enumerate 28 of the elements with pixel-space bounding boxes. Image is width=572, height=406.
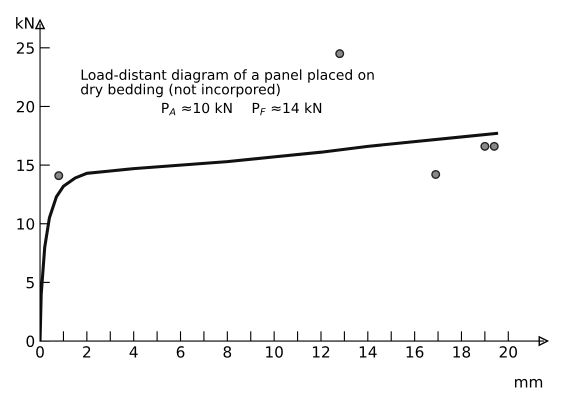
y-tick-label: 25 [16,42,34,54]
x-tick-label: 18 [453,346,470,358]
x-tick-label: 0 [36,346,44,358]
y-tick-label: 15 [17,160,34,172]
x-tick-label: 10 [266,346,283,358]
x-tick-label: 4 [130,346,138,358]
point [431,170,440,179]
x-tick-label: 14 [360,346,377,358]
x-tick-label: 6 [176,346,184,358]
point [54,171,64,180]
point [335,49,344,58]
x-tick-label: 2 [83,346,90,358]
annotation: Load-distant diagram of a panel placed on dry bedding (not incorpored) [81,69,374,98]
x-axis-title: mm [515,378,542,388]
point [480,142,490,151]
annotation: P$_{F}$ ≈14 kN [252,102,322,116]
annotation: P$_{A}$ ≈10 kN [162,102,232,116]
y-tick-label: 0 [26,336,34,348]
line-series [40,132,498,342]
y-tick-label: 5 [26,277,34,288]
x-tick-label: 20 [500,346,517,358]
x-tick-label: 16 [406,346,424,358]
y-tick-label: 20 [16,100,34,112]
point [490,142,499,151]
y-tick-label: 10 [17,218,34,230]
x-tick-label: 8 [224,346,232,358]
y-axis-title: kN [16,16,34,29]
x-tick-label: 12 [312,346,330,358]
